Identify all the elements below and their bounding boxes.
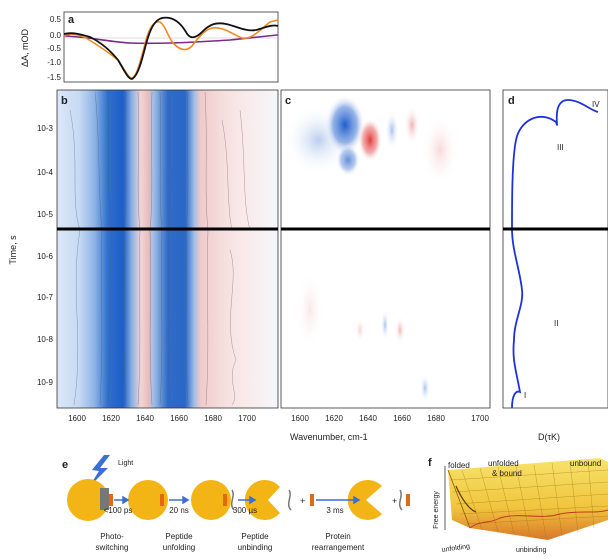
trace-black <box>63 16 279 80</box>
panel-b-ytick: 10-8 <box>37 335 54 344</box>
panel-a: a 0.5 0.0 -0.5 -1.0 -1.5 ΔA, mOD <box>20 11 279 83</box>
caption: switching <box>96 543 129 552</box>
panel-a-ytick: 0.0 <box>50 31 62 40</box>
caption: Peptide <box>165 532 193 541</box>
panel-a-ylabel: ΔA, mOD <box>20 28 30 67</box>
plus-sign: + <box>300 496 305 506</box>
panel-b-ylabel: Time, s <box>8 235 18 265</box>
panel-d-label-ii: II <box>554 319 558 328</box>
panel-d-label-i: I <box>524 391 526 400</box>
caption: rearrangement <box>312 543 365 552</box>
time-label: 20 ns <box>169 506 189 515</box>
panel-a-ytick: -1.0 <box>47 58 61 67</box>
time-label: 300 µs <box>233 506 257 515</box>
wavenumber-xlabel: Wavenumber, cm-1 <box>290 432 368 442</box>
caption: Photo- <box>100 532 124 541</box>
panel-c-xtick: 1660 <box>393 414 411 423</box>
panel-f-ylabel: Free energy <box>433 491 440 529</box>
time-label: 3 ms <box>326 506 343 515</box>
panel-b-xtick: 1680 <box>204 414 222 423</box>
label-bound: & bound <box>492 469 522 478</box>
plus-sign: + <box>392 496 397 506</box>
caption: Protein <box>325 532 350 541</box>
panel-d-label-iii: III <box>557 143 564 152</box>
panel-b-ytick: 10-9 <box>37 378 54 387</box>
panel-c-xtick: 1700 <box>471 414 489 423</box>
panel-e: e Light + + <100 ps 2 <box>62 455 410 552</box>
panel-b-ytick: 10-4 <box>37 168 54 177</box>
panel-d-letter: d <box>508 95 515 107</box>
panel-a-ytick: -0.5 <box>47 44 61 53</box>
panel-a-ytick: 0.5 <box>50 15 62 24</box>
panel-b-xtick: 1700 <box>238 414 256 423</box>
caption: unfolding <box>163 543 195 552</box>
panel-b-xtick: 1660 <box>170 414 188 423</box>
label-unbound: unbound <box>570 459 601 468</box>
label-unfolded: unfolded <box>488 459 519 468</box>
panel-c-xtick: 1640 <box>359 414 377 423</box>
panel-b-xtick: 1600 <box>68 414 86 423</box>
label-folded: folded <box>448 461 470 470</box>
panel-a-ytick: -1.5 <box>47 73 61 82</box>
distribution-curve <box>511 99 599 409</box>
panel-b-ytick: 10-5 <box>37 210 54 219</box>
energy-surface <box>448 458 608 540</box>
panel-b-xtick: 1640 <box>136 414 154 423</box>
panel-f-letter: f <box>428 457 432 469</box>
time-label: <100 ps <box>104 506 133 515</box>
panel-b-xtick: 1620 <box>102 414 120 423</box>
panel-b-ytick: 10-6 <box>37 252 54 261</box>
panel-f: f Free energy folded unfolded & bound un… <box>428 457 608 554</box>
panel-b-ytick: 10-7 <box>37 293 54 302</box>
axis-unbinding: unbinding <box>516 547 546 554</box>
light-label: Light <box>118 460 133 467</box>
panel-e-letter: e <box>62 459 68 471</box>
panel-b: b 10-3 10-4 10-5 10-6 10-7 10-8 10-9 Tim… <box>8 89 279 423</box>
panel-b-ytick: 10-3 <box>37 124 54 133</box>
caption: Peptide <box>241 532 269 541</box>
panel-d-xlabel: D(τK) <box>538 432 560 442</box>
lightning-icon <box>89 455 110 487</box>
panel-c-xtick: 1620 <box>325 414 343 423</box>
panel-a-letter: a <box>68 14 75 26</box>
trace-orange <box>63 19 279 79</box>
axis-unfolding: unfolding <box>441 543 470 554</box>
panel-d-label-iv: IV <box>592 100 600 109</box>
trace-purple <box>63 34 279 45</box>
panel-c-xtick: 1600 <box>291 414 309 423</box>
panel-d: d IV III II I D(τK) <box>502 89 608 442</box>
panel-c-xtick: 1680 <box>427 414 445 423</box>
panel-c: c 1600 1620 1640 1660 1680 1700 <box>280 89 491 423</box>
panel-c-letter: c <box>285 95 291 107</box>
caption: unbinding <box>238 543 273 552</box>
panel-b-letter: b <box>61 95 68 107</box>
